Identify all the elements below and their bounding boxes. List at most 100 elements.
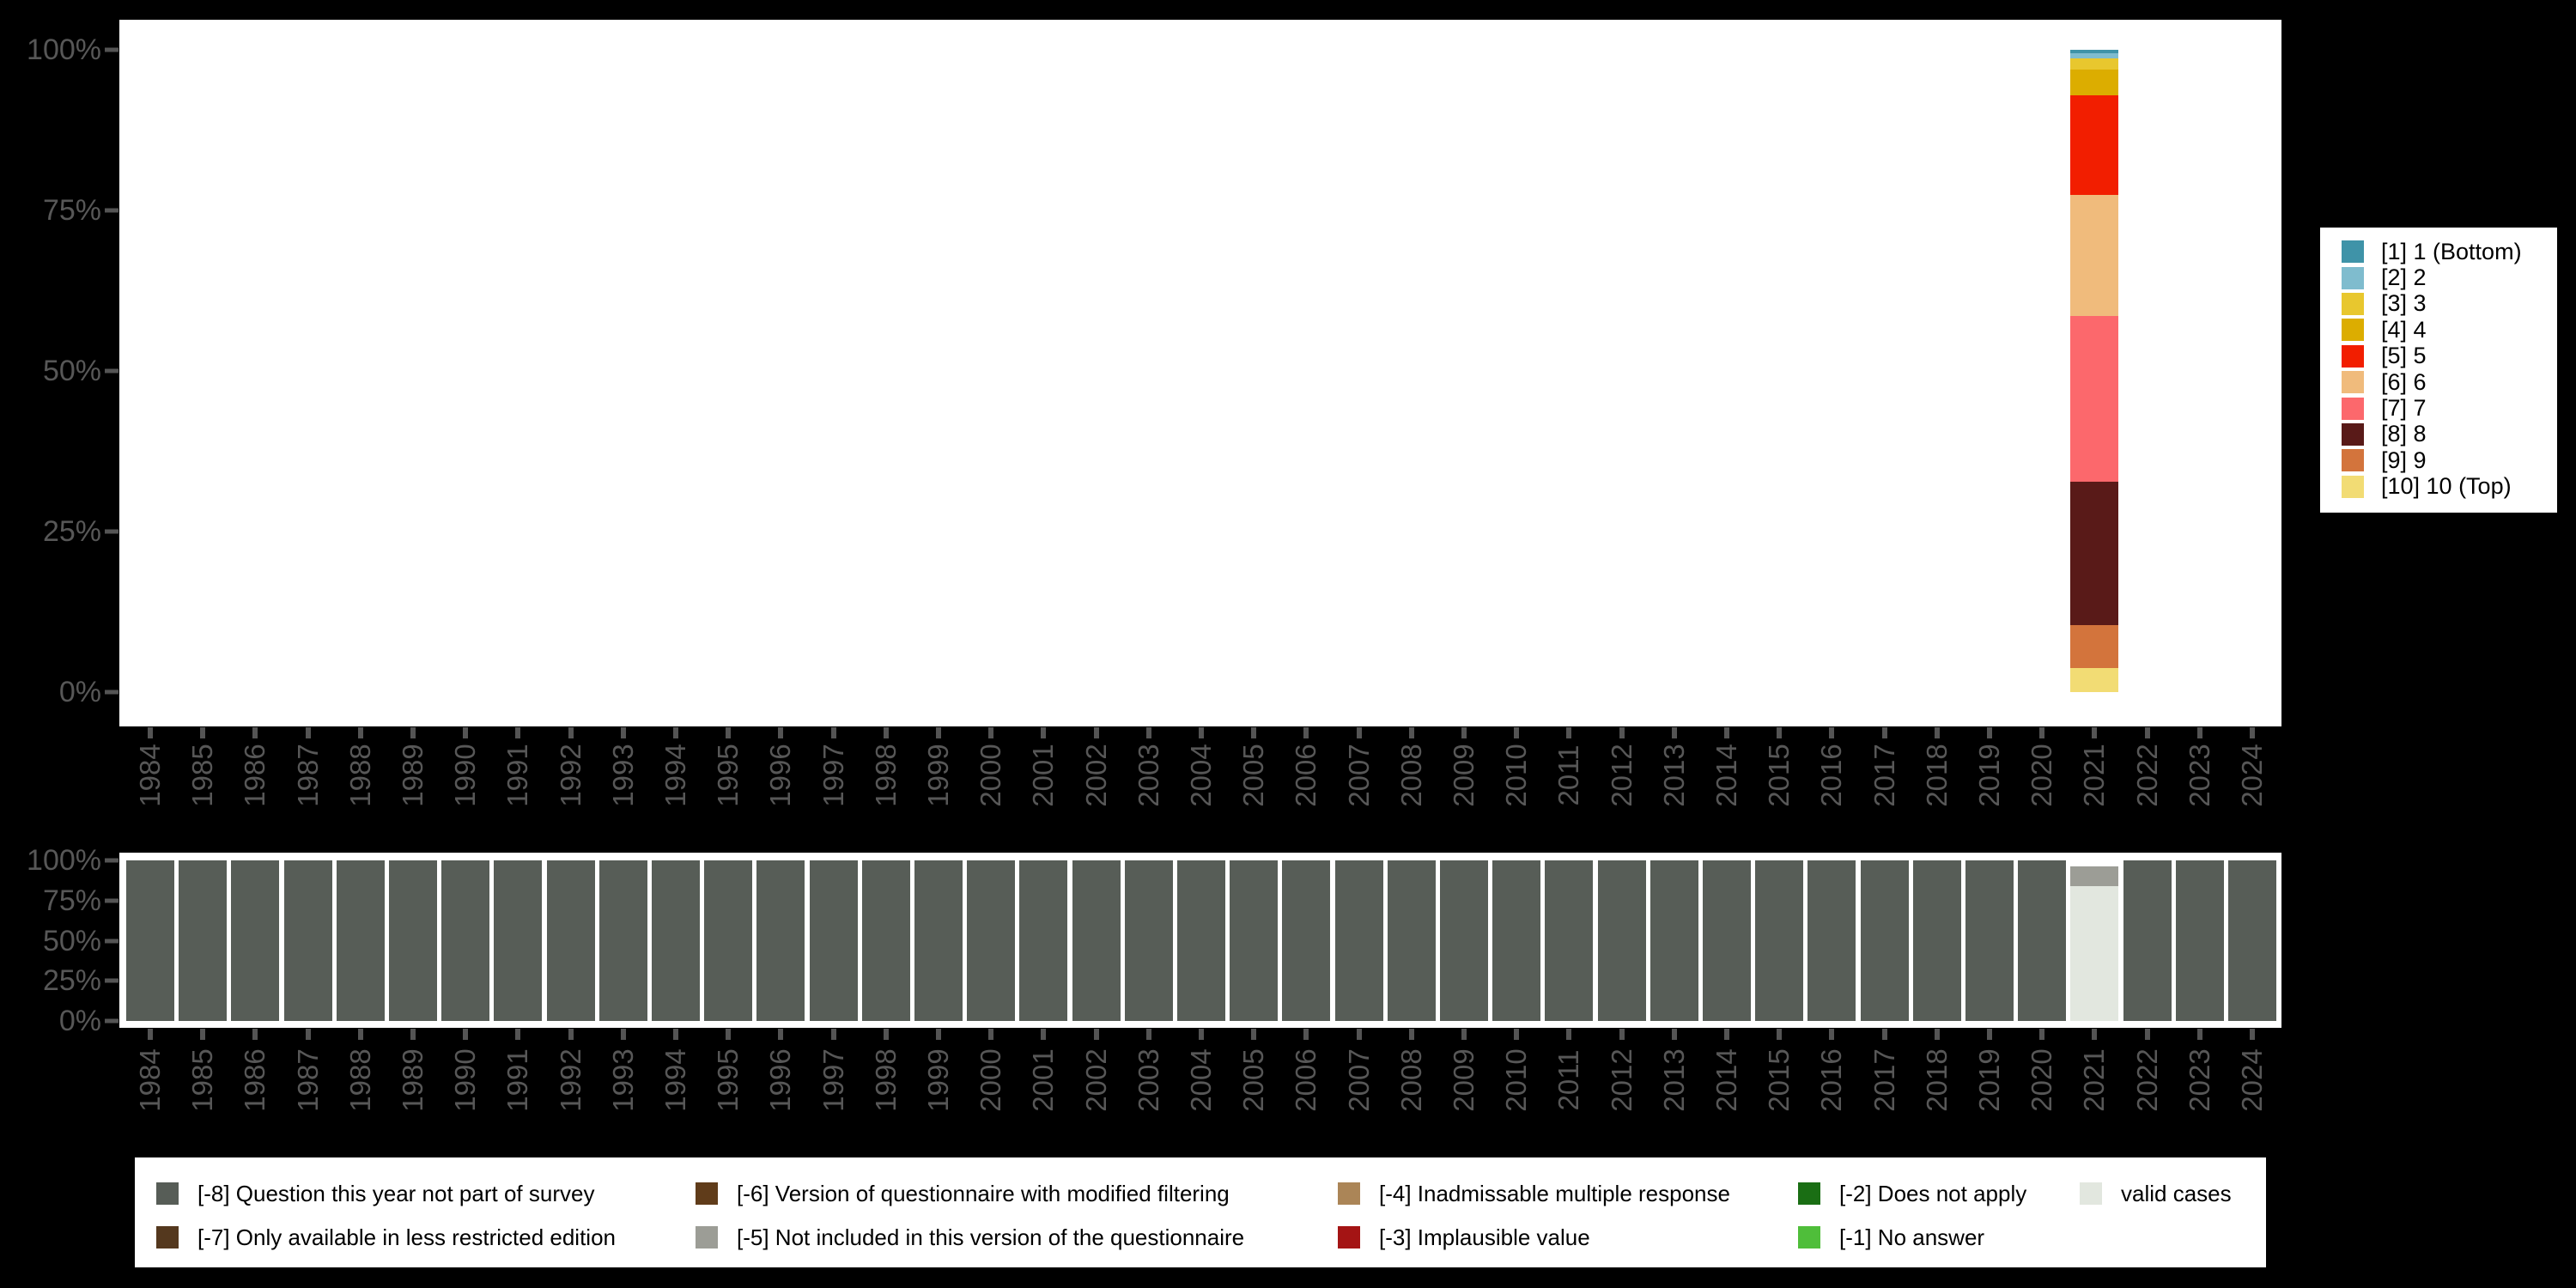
bar-segment — [2070, 70, 2119, 96]
x-axis-tick-label: 2013 — [1657, 744, 1690, 807]
bar-segment — [2070, 195, 2119, 316]
distribution-plot-area — [119, 20, 2281, 726]
legend-swatch — [2080, 1182, 2102, 1205]
x-axis-tick-mark — [2250, 727, 2255, 738]
bar-2003 — [1124, 860, 1173, 1021]
bar-segment — [2070, 58, 2119, 70]
x-axis-tick-label: 2019 — [1973, 1048, 2005, 1112]
x-axis-tick-label: 1989 — [397, 744, 428, 807]
x-axis-tick-label: 2011 — [1552, 1049, 1585, 1111]
legend-label: [-5] Not included in this version of the… — [737, 1224, 1245, 1250]
x-axis-tick-mark — [410, 727, 416, 738]
x-axis-tick-label: 2016 — [1815, 744, 1848, 807]
bar-2006 — [1282, 860, 1331, 1021]
x-axis-tick-mark — [1671, 1029, 1677, 1040]
bar-segment — [2228, 860, 2276, 1021]
x-axis-tick-mark — [936, 1029, 941, 1040]
x-axis-tick-mark — [252, 727, 258, 738]
x-axis-tick-mark — [568, 1029, 574, 1040]
legend-item: [-2] Does not apply — [1798, 1181, 2026, 1206]
x-axis-tick-mark — [936, 727, 941, 738]
x-axis-tick-mark — [1881, 1029, 1887, 1040]
x-axis-tick-mark — [1724, 727, 1729, 738]
bar-segment — [1019, 860, 1068, 1021]
x-axis-tick-label: 2016 — [1815, 1048, 1848, 1112]
x-axis-tick-mark — [357, 1029, 363, 1040]
bar-segment — [494, 860, 543, 1021]
y-axis-tick-label: 100% — [27, 844, 101, 877]
bar-2000 — [967, 860, 1016, 1021]
x-axis-tick-label: 2023 — [2183, 1048, 2215, 1112]
y-axis-tick-label: 50% — [42, 924, 101, 957]
legend-label: [-4] Inadmissable multiple response — [1379, 1180, 1730, 1206]
x-axis-tick-label: 2017 — [1868, 744, 1900, 807]
x-axis-tick-label: 2005 — [1237, 1048, 1270, 1112]
bar-segment — [914, 860, 963, 1021]
x-axis-tick-label: 2021 — [2078, 1048, 2111, 1112]
x-axis-tick-label: 2002 — [1079, 1048, 1112, 1112]
bar-2013 — [1649, 860, 1698, 1021]
legend-label: [9] 9 — [2381, 447, 2427, 473]
bar-2002 — [1072, 860, 1121, 1021]
legend-label: [-8] Question this year not part of surv… — [197, 1180, 595, 1206]
bar-1994 — [652, 860, 700, 1021]
x-axis-tick-mark — [1777, 1029, 1783, 1040]
x-axis-tick-label: 1990 — [449, 1048, 482, 1112]
x-axis-tick-mark — [1041, 727, 1047, 738]
x-axis-tick-label: 2024 — [2236, 1048, 2268, 1112]
legend-swatch — [2342, 371, 2364, 394]
bar-segment — [2070, 50, 2119, 54]
x-axis-tick-label: 2001 — [1027, 1048, 1060, 1112]
missing-values-legend: [-8] Question this year not part of surv… — [135, 1157, 2266, 1267]
legend-swatch — [2342, 475, 2364, 498]
legend-swatch — [2342, 292, 2364, 315]
x-axis-tick-label: 2009 — [1448, 1048, 1479, 1112]
legend-swatch — [2342, 397, 2364, 420]
x-axis-tick-mark — [830, 1029, 836, 1040]
x-axis-tick-label: 2003 — [1132, 1048, 1164, 1112]
x-axis-tick-label: 2012 — [1605, 744, 1637, 807]
x-axis-tick-label: 2002 — [1079, 744, 1112, 807]
bar-segment — [1912, 860, 1961, 1021]
bar-segment — [389, 860, 437, 1021]
legend-item: [-1] No answer — [1798, 1224, 1984, 1250]
x-axis-tick-mark — [2144, 727, 2150, 738]
x-axis-tick-label: 2004 — [1185, 744, 1217, 807]
x-axis-tick-mark — [2196, 727, 2202, 738]
x-axis-tick-label: 1998 — [869, 744, 902, 807]
bar-2024 — [2228, 860, 2276, 1021]
bar-2008 — [1387, 860, 1436, 1021]
bar-2019 — [1965, 860, 2014, 1021]
x-axis-tick-label: 2010 — [1500, 744, 1533, 807]
legend-swatch — [1798, 1226, 1820, 1249]
bar-segment — [179, 860, 228, 1021]
y-axis-tick-mark — [105, 858, 118, 863]
y-axis-tick-label: 75% — [42, 884, 101, 917]
x-axis-tick-mark — [148, 1029, 153, 1040]
legend-label: [3] 3 — [2381, 290, 2427, 317]
x-axis-tick-label: 1987 — [291, 744, 324, 807]
legend-item: [8] 8 — [2342, 421, 2557, 447]
x-axis-tick-label: 2005 — [1237, 744, 1270, 807]
bar-2007 — [1334, 860, 1383, 1021]
bar-2021 — [2070, 866, 2119, 1021]
x-axis-tick-mark — [2039, 1029, 2045, 1040]
x-axis-tick-mark — [988, 727, 994, 738]
x-axis-tick-label: 1991 — [501, 1048, 534, 1112]
x-axis-tick-mark — [200, 727, 206, 738]
x-axis-tick-mark — [1881, 727, 1887, 738]
bar-segment — [441, 860, 490, 1021]
legend-label: [-6] Version of questionnaire with modif… — [737, 1180, 1230, 1206]
bar-1986 — [231, 860, 280, 1021]
legend-item: [-7] Only available in less restricted e… — [156, 1224, 616, 1250]
bar-2017 — [1860, 860, 1909, 1021]
x-axis-tick-mark — [778, 727, 784, 738]
bar-segment — [1124, 860, 1173, 1021]
x-axis-tick-label: 2018 — [1920, 1048, 1953, 1112]
x-axis-tick-label: 2010 — [1500, 1048, 1533, 1112]
bar-2009 — [1440, 860, 1488, 1021]
distribution-legend: [1] 1 (Bottom) [2] 2 [3] 3 [4] 4 [5] 5 [6] 6[… — [2320, 228, 2557, 513]
x-axis-tick-mark — [1408, 727, 1414, 738]
y-axis-tick-mark — [105, 47, 118, 52]
bar-segment — [652, 860, 700, 1021]
